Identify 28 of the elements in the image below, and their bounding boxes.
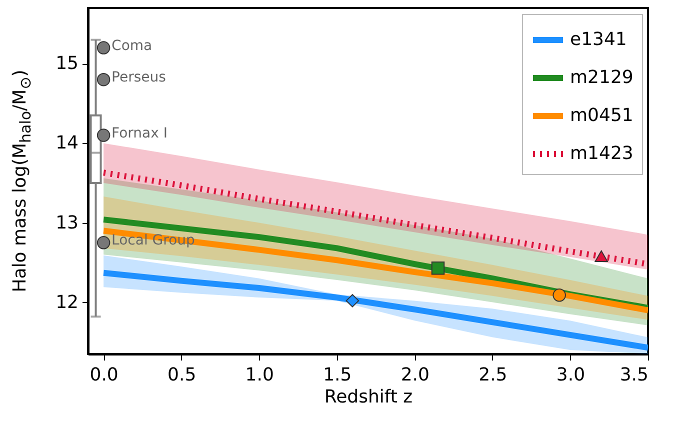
- legend-label: m1423: [570, 143, 634, 164]
- point: [96, 72, 110, 86]
- x-tick-label: 1.5: [323, 364, 352, 386]
- data-label: Fornax I: [112, 125, 168, 142]
- point: [96, 128, 110, 142]
- y-tick-label: 14: [56, 132, 78, 154]
- point: [96, 41, 110, 54]
- legend-label: e1341: [570, 29, 627, 50]
- point: [594, 250, 608, 262]
- point: [96, 236, 110, 250]
- legend-label: m0451: [570, 105, 634, 126]
- point: [552, 288, 566, 302]
- y-tick-label: 13: [56, 212, 78, 234]
- y-tick-label: 15: [56, 53, 78, 74]
- data-label: Perseus: [112, 70, 166, 86]
- x-tick-label: 2.5: [478, 364, 508, 386]
- point: [346, 294, 360, 308]
- data-label: Coma: [112, 38, 152, 54]
- y-tick-label: 12: [56, 292, 78, 313]
- x-axis-title: Redshift z: [324, 386, 413, 408]
- x-tick-label: 0.0: [90, 364, 118, 386]
- x-tick-label: 3.5: [620, 364, 648, 386]
- x-tick-label: 2.0: [400, 364, 430, 386]
- point: [431, 261, 445, 275]
- legend-label: m2129: [570, 67, 634, 88]
- x-tick-label: 1.0: [245, 364, 274, 386]
- x-tick-label: 0.5: [168, 364, 196, 386]
- x-tick-label: 3.0: [556, 364, 586, 386]
